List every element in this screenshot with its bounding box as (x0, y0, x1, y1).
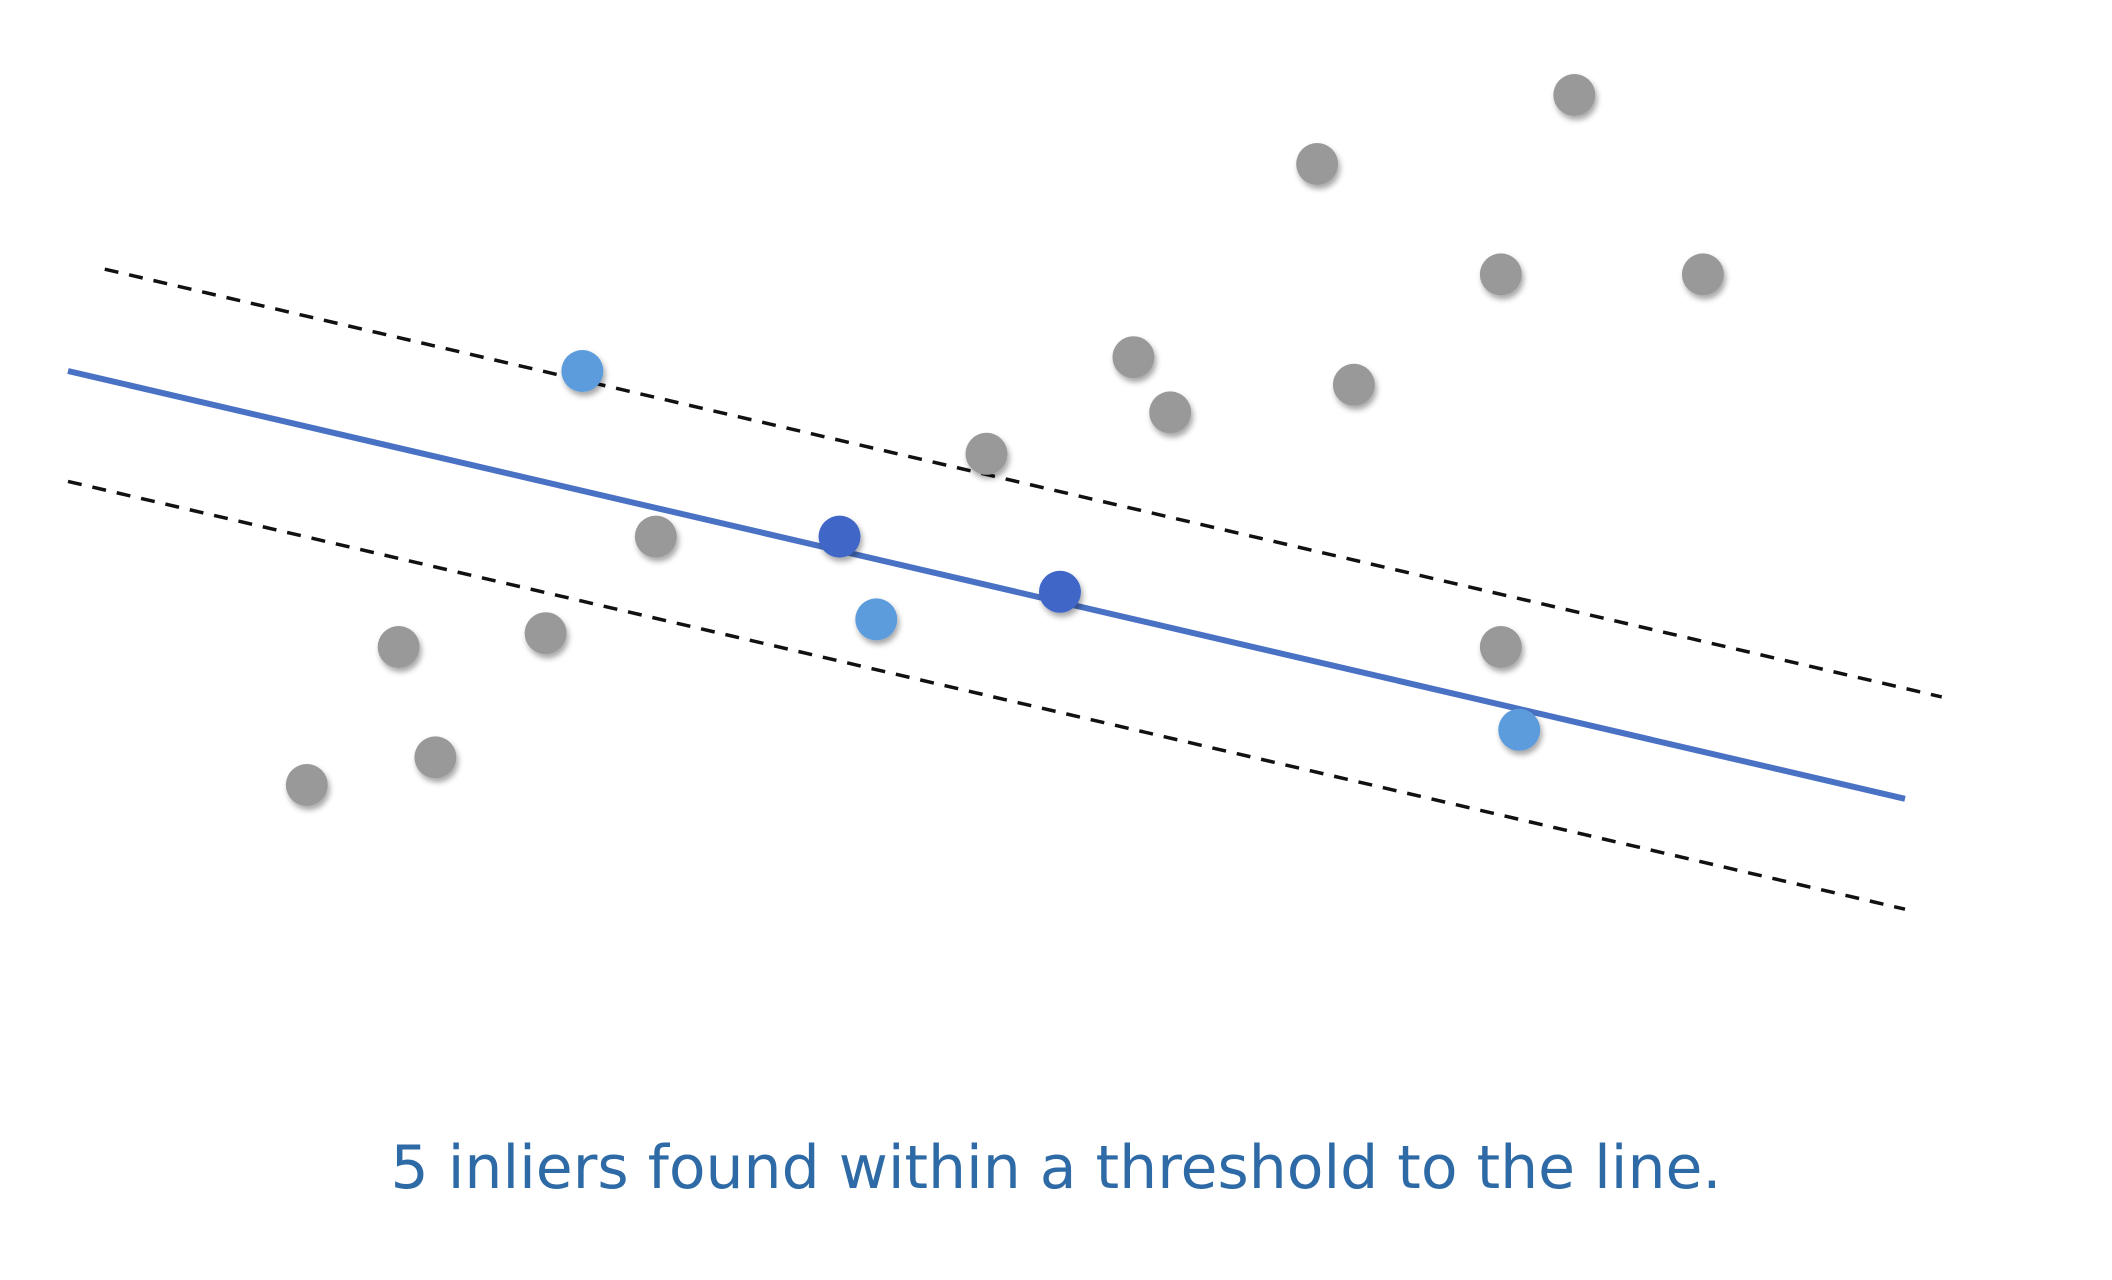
lower-threshold-line (67, 479, 1906, 911)
lines-layer (67, 267, 1943, 911)
outlier-point (1479, 253, 1522, 296)
outlier-point (1332, 363, 1375, 406)
outlier-point (1479, 626, 1522, 668)
inlier-point (855, 598, 898, 641)
sample-point (1038, 570, 1081, 613)
sample-point (818, 515, 861, 558)
outlier-point (377, 626, 420, 668)
outlier-point (1553, 74, 1596, 116)
inlier-point (1498, 708, 1541, 751)
outlier-point (634, 515, 677, 558)
outlier-point (1681, 253, 1724, 296)
upper-threshold-line (104, 267, 1943, 699)
outlier-point (285, 764, 328, 806)
caption-text: 5 inliers found within a threshold to th… (390, 1133, 1722, 1203)
outlier-point (524, 612, 567, 655)
outlier-point (1296, 143, 1339, 185)
outlier-point (414, 736, 457, 779)
fitted-line (67, 368, 1906, 802)
outlier-point (1112, 336, 1155, 379)
outlier-point (965, 432, 1008, 475)
inlier-point (561, 350, 604, 392)
outlier-point (1149, 391, 1192, 434)
points-layer (285, 74, 1724, 806)
